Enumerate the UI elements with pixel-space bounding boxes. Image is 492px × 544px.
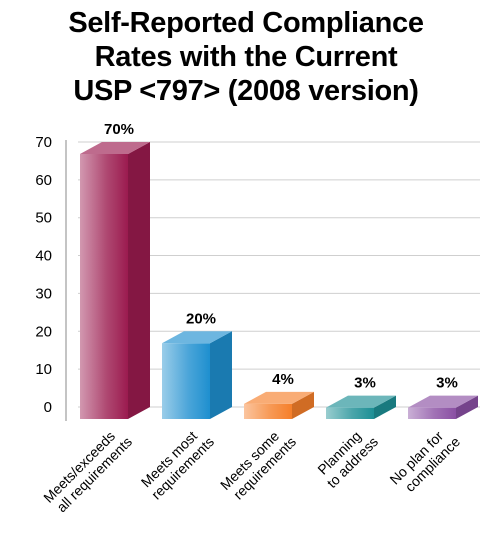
- bar-side: [374, 395, 396, 419]
- y-axis: 0 10 20 30 40 50 60 70: [35, 134, 67, 421]
- bar-front: [408, 407, 456, 419]
- y-tick-label: 40: [35, 248, 52, 265]
- category-label: Meets/exceedsall requirements: [40, 422, 135, 517]
- y-tick-label: 50: [35, 210, 52, 227]
- data-label: 70%: [104, 121, 134, 138]
- category-label: Meets somerequirements: [217, 422, 299, 504]
- y-tick-label: 70: [35, 134, 52, 151]
- bar-side: [292, 391, 314, 419]
- y-tick-label: 10: [35, 361, 52, 378]
- data-label: 20%: [186, 310, 216, 327]
- bar-front: [326, 407, 374, 419]
- chart-title-line: USP <797> (2008 version): [73, 75, 419, 107]
- bar-top: [244, 391, 314, 404]
- y-tick-label: 0: [44, 399, 52, 416]
- chart-title-line: Self-Reported Compliance: [68, 7, 424, 39]
- bar-top: [408, 395, 478, 408]
- bar-side: [456, 395, 478, 419]
- bar-side: [128, 141, 150, 420]
- chart-title-line: Rates with the Current: [94, 41, 398, 73]
- category-label: Meets mostrequirements: [137, 422, 217, 502]
- bar-front: [244, 403, 292, 419]
- category-label: No plan forcompliance: [386, 422, 463, 499]
- chart-title: Self-Reported Compliance Rates with the …: [0, 6, 492, 108]
- data-label: 3%: [354, 375, 376, 392]
- y-tick-label: 20: [35, 323, 52, 340]
- bar-top: [162, 331, 232, 344]
- category-label: Planningto address: [312, 422, 381, 491]
- data-label: 3%: [436, 375, 458, 392]
- data-label: 4%: [272, 371, 294, 388]
- bar: [162, 331, 232, 419]
- bar: [80, 141, 150, 420]
- bars: [80, 141, 478, 420]
- y-tick-label: 30: [35, 285, 52, 302]
- bar-front: [80, 153, 128, 420]
- bar: [244, 391, 314, 419]
- bar-top: [80, 141, 150, 154]
- data-labels: 70% 20% 4% 3% 3%: [104, 121, 458, 392]
- y-tick-label: 60: [35, 172, 52, 189]
- bar: [326, 395, 396, 419]
- bar-side: [210, 331, 232, 419]
- bar: [408, 395, 478, 419]
- bar-top: [326, 395, 396, 408]
- category-labels: Meets/exceedsall requirements Meets mostr…: [40, 422, 463, 517]
- bar-front: [162, 343, 210, 419]
